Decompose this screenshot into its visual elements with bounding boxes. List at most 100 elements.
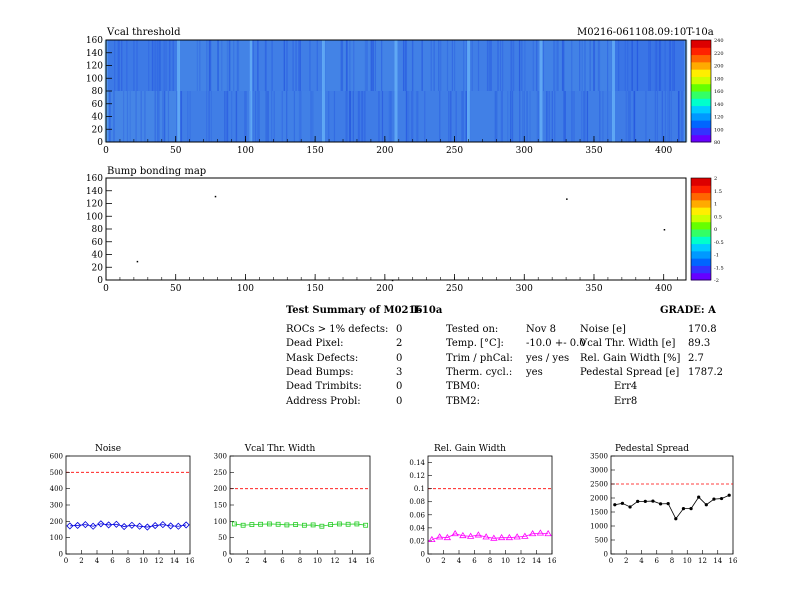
roc-texture xyxy=(454,40,456,91)
x-tick-label: 14 xyxy=(170,557,179,565)
data-point xyxy=(513,533,521,540)
roc-tile xyxy=(468,91,541,142)
roc-texture xyxy=(162,91,164,142)
color-scale-band xyxy=(691,76,711,85)
color-scale-band xyxy=(691,178,711,186)
color-scale-label: 0 xyxy=(714,227,717,233)
data-point xyxy=(336,521,342,527)
summary-right-label: Vcal Thr. Width [e] xyxy=(580,338,676,350)
roc-texture xyxy=(606,40,609,91)
color-scale-band xyxy=(691,91,711,99)
roc-texture xyxy=(654,40,657,91)
y-tick-label: 0.04 xyxy=(409,524,425,532)
roc-texture xyxy=(229,40,231,91)
roc-texture xyxy=(208,40,211,91)
summary-right-value: 1787.2 xyxy=(688,366,723,378)
roc-texture xyxy=(180,91,182,142)
summary-mid-value: Err4 xyxy=(614,381,638,393)
x-tick-label: 16 xyxy=(186,557,195,565)
roc-texture xyxy=(522,91,524,142)
color-scale-label: 1.5 xyxy=(714,189,722,195)
data-point xyxy=(301,522,307,528)
roc-texture xyxy=(271,40,273,91)
roc-texture xyxy=(286,40,288,91)
roc-texture xyxy=(546,91,548,142)
plot-title: Pedestal Spread xyxy=(615,444,689,454)
plot-frame xyxy=(65,455,191,555)
dead-bump xyxy=(214,195,217,198)
y-tick-label: 0.02 xyxy=(409,537,425,545)
roc-tile xyxy=(541,91,614,142)
roc-texture xyxy=(298,91,301,142)
summary-right-value: 170.8 xyxy=(688,324,717,335)
roc-texture xyxy=(584,40,586,91)
roc-texture xyxy=(424,91,426,142)
y-tick-label: 500 xyxy=(595,537,608,545)
roc-texture xyxy=(123,91,125,142)
data-point xyxy=(293,522,299,527)
roc-texture xyxy=(440,40,442,91)
roc-texture xyxy=(172,40,174,91)
data-point xyxy=(482,533,490,540)
roc-texture xyxy=(649,40,651,91)
series-line xyxy=(234,523,366,527)
roc-texture xyxy=(509,91,512,142)
roc-texture xyxy=(117,40,119,91)
color-scale-label: 180 xyxy=(714,76,724,82)
roc-texture xyxy=(593,40,596,91)
color-scale-label: -1 xyxy=(714,253,719,259)
color-scale-label: 0.5 xyxy=(714,214,722,220)
roc-texture xyxy=(266,91,268,142)
roc-texture xyxy=(438,40,440,91)
roc-texture xyxy=(624,40,626,91)
roc-texture xyxy=(293,91,296,142)
roc-texture xyxy=(404,40,407,91)
plot-frame xyxy=(610,455,734,555)
roc-texture xyxy=(364,40,367,91)
roc-texture xyxy=(244,91,246,142)
data-point xyxy=(159,521,167,529)
roc-texture xyxy=(267,91,269,142)
color-scale-band xyxy=(691,265,711,274)
roc-texture xyxy=(208,91,210,142)
summary-plot-1: Noise 0 2 4 6 8 10 12 14 16 0 100 200 300 400 500 600 xyxy=(50,444,195,565)
roc-texture xyxy=(210,91,212,142)
roc-texture xyxy=(494,91,496,142)
data-point xyxy=(651,499,655,503)
data-point xyxy=(182,521,190,529)
roc-texture xyxy=(586,91,589,142)
y-tick-label: 3000 xyxy=(590,467,608,475)
x-tick-label: 10 xyxy=(683,557,692,565)
roc-texture xyxy=(372,40,374,91)
x-tick-label: 350 xyxy=(585,146,602,156)
x-tick-label: 12 xyxy=(698,557,707,565)
roc-texture xyxy=(477,40,480,91)
summary-left-label: Dead Pixel: xyxy=(286,338,344,350)
data-point xyxy=(231,521,237,527)
roc-texture xyxy=(156,91,159,142)
x-tick-label: 8 xyxy=(670,557,674,565)
roc-texture xyxy=(153,40,155,91)
roc-texture xyxy=(548,91,550,142)
color-scale-label: 2 xyxy=(714,176,717,182)
roc-texture xyxy=(405,91,407,142)
color-scale-label: -1.5 xyxy=(714,265,724,271)
roc-texture xyxy=(584,91,586,142)
roc-texture xyxy=(511,40,513,91)
roc-texture xyxy=(157,40,159,91)
roc-edge xyxy=(467,40,470,142)
roc-texture xyxy=(129,91,131,142)
y-tick-label: 20 xyxy=(92,125,104,135)
roc-texture xyxy=(495,91,497,142)
x-tick-label: 50 xyxy=(170,284,182,294)
summary-mid-label: Tested on: xyxy=(446,324,499,335)
roc-texture xyxy=(557,40,559,91)
roc-texture xyxy=(489,40,491,91)
roc-texture xyxy=(648,40,650,91)
color-scale-band xyxy=(691,83,711,92)
summary-title: Test Summary of M0216 xyxy=(286,305,423,316)
roc-texture xyxy=(673,40,675,91)
y-tick-label: 500 xyxy=(50,469,63,477)
y-tick-label: 80 xyxy=(92,225,104,235)
x-tick-label: 200 xyxy=(376,146,393,156)
